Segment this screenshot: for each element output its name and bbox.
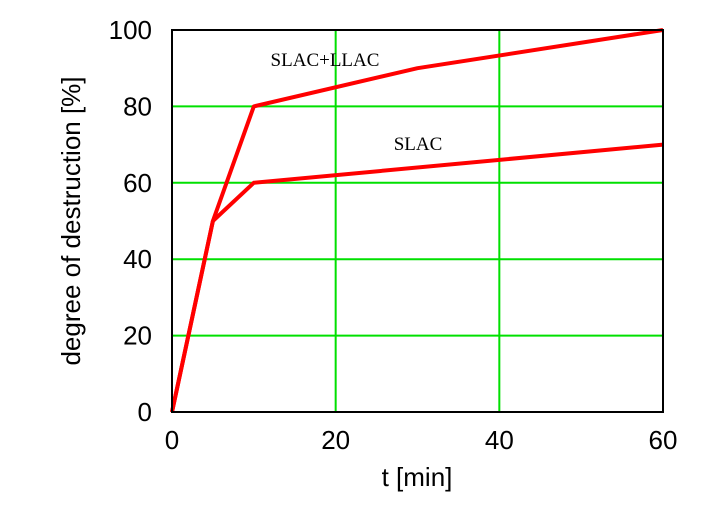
y-tick-label: 80 [123,91,152,121]
y-tick-label: 60 [123,168,152,198]
y-tick-labels: 0 20 40 60 80 100 [109,15,152,427]
y-axis-title: degree of destruction [%] [56,76,86,365]
series-labels: SLAC+LLAC SLAC [271,50,443,155]
x-tick-label: 0 [165,425,179,455]
y-tick-label: 100 [109,15,152,45]
x-tick-label: 20 [321,425,350,455]
x-tick-label: 40 [485,425,514,455]
series-label-0: SLAC+LLAC [271,50,380,71]
series-lines [170,28,664,413]
x-tick-labels: 0 20 40 60 [165,425,678,455]
series-line-0 [170,28,664,413]
x-tick-label: 60 [649,425,678,455]
y-tick-label: 40 [123,244,152,274]
plot-frame [171,29,664,413]
grid [172,30,663,412]
series-label-1: SLAC [394,134,443,155]
x-axis-title: t [min] [382,462,453,492]
series-line-1 [170,142,664,413]
y-tick-label: 0 [138,397,152,427]
y-tick-label: 20 [123,321,152,351]
